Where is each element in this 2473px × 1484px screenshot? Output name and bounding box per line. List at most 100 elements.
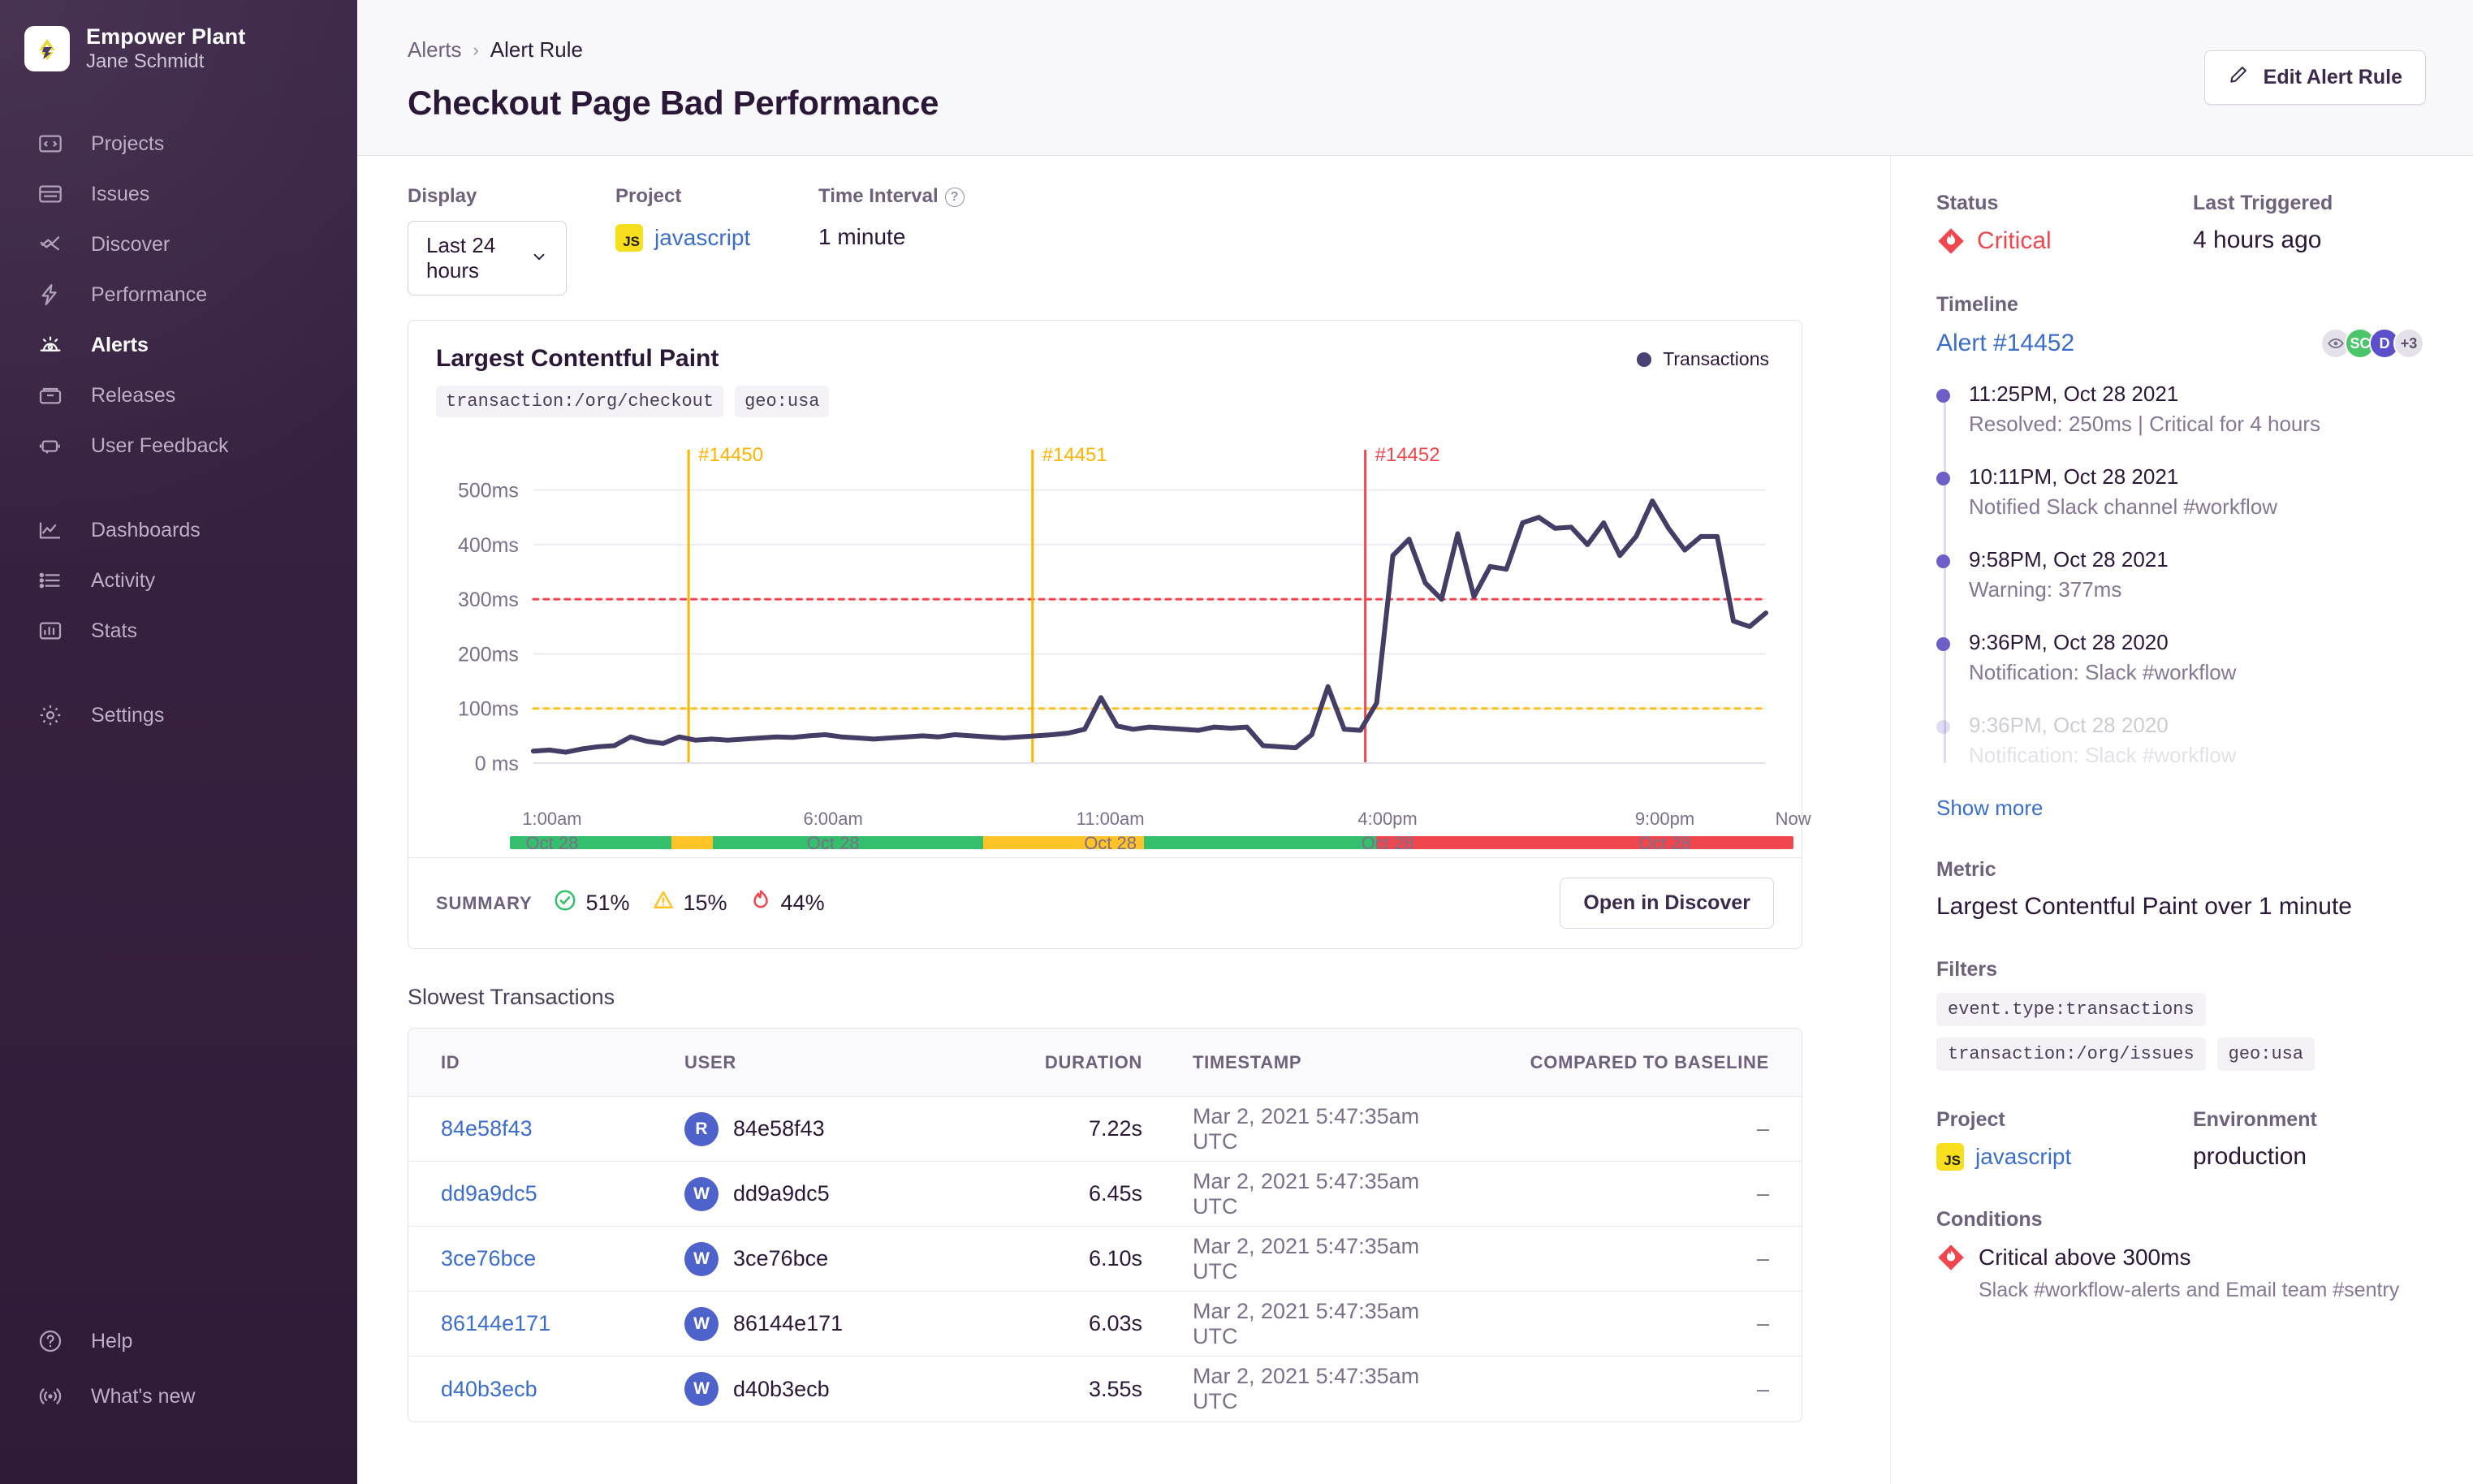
- filters-chips: event.type:transactions transaction:/org/…: [1936, 993, 2424, 1071]
- breadcrumb-current: Alert Rule: [490, 37, 583, 62]
- timeline-timestamp: 11:25PM, Oct 28 2021: [1969, 382, 2179, 406]
- cell-id[interactable]: 84e58f43: [441, 1116, 533, 1141]
- chart-panel: Largest Contentful Paint Transactions tr…: [408, 320, 1811, 949]
- nav-group-settings: Settings: [0, 690, 357, 740]
- aside-project-link[interactable]: javascript: [1975, 1144, 2072, 1169]
- avatar: W: [684, 1372, 719, 1406]
- sidebar-item-discover[interactable]: Discover: [0, 219, 357, 270]
- avatar-overflow[interactable]: +3: [2393, 328, 2424, 359]
- edit-alert-rule-button[interactable]: Edit Alert Rule: [2203, 50, 2426, 105]
- summary-critical: 44%: [749, 888, 825, 918]
- pencil-icon: [2228, 64, 2249, 91]
- metric-value: Largest Contentful Paint over 1 minute: [1936, 893, 2352, 920]
- settings-gear-icon: [37, 702, 80, 728]
- sidebar-label: Releases: [91, 383, 176, 407]
- display-label: Display: [408, 185, 477, 207]
- cell-user-name: d40b3ecb: [733, 1376, 830, 1401]
- cell-duration: 3.55s: [1088, 1376, 1142, 1401]
- x-axis-tick: 4:00pm Oct 28: [1357, 809, 1418, 853]
- seen-by-avatars[interactable]: SC D +3: [2320, 328, 2424, 359]
- chart-x-axis: 1:00am Oct 28 6:00am Oct 28 11:00am Oct 28 4:0…: [408, 786, 1811, 853]
- sidebar-item-issues[interactable]: Issues: [0, 169, 357, 219]
- sidebar-item-dashboards[interactable]: Dashboards: [0, 505, 357, 555]
- project-value-row[interactable]: JS javascript: [615, 224, 775, 252]
- sidebar-item-stats[interactable]: Stats: [0, 606, 357, 656]
- cell-duration: 6.03s: [1088, 1311, 1142, 1335]
- controls-row: Display Last 24 hours Project JS javas: [408, 185, 1890, 296]
- javascript-platform-icon: JS: [615, 224, 643, 252]
- javascript-platform-icon: JS: [1936, 1143, 1964, 1171]
- condition-row: Critical above 300ms: [1936, 1243, 2424, 1272]
- avatar: W: [684, 1306, 719, 1341]
- aside-project-value[interactable]: JS javascript: [1936, 1143, 2193, 1171]
- timeline-description: Notified Slack channel #workflow: [1969, 494, 2278, 519]
- sidebar-item-releases[interactable]: Releases: [0, 370, 357, 421]
- cell-duration: 7.22s: [1088, 1116, 1142, 1141]
- avatar: W: [684, 1241, 719, 1276]
- timeline-header: Alert #14452 SC D +3: [1936, 328, 2424, 359]
- cell-user: W 86144e171: [684, 1306, 985, 1341]
- alerts-icon: [37, 332, 80, 358]
- open-in-discover-button[interactable]: Open in Discover: [1560, 878, 1774, 929]
- environment-value: production: [2193, 1143, 2307, 1170]
- table-row[interactable]: 86144e171 W 86144e171 6.03s Mar 2, 2021 5:47…: [408, 1292, 1802, 1357]
- display-select-value: Last 24 hours: [426, 233, 496, 283]
- sidebar-item-projects[interactable]: Projects: [0, 119, 357, 169]
- timeline-item: 9:36PM, Oct 28 2020 Notification: Slack #…: [1936, 713, 2424, 768]
- x-axis-tick: 11:00am Oct 28: [1076, 809, 1145, 853]
- cell-baseline: –: [1756, 1376, 1769, 1401]
- breadcrumb-alerts[interactable]: Alerts: [408, 37, 462, 62]
- status-bar-segment-warning: [983, 836, 1144, 849]
- y-axis-tick: 300ms: [458, 589, 519, 611]
- incident-status-bar: [509, 836, 1793, 849]
- x-axis-tick: Now: [1775, 809, 1811, 829]
- display-select[interactable]: Last 24 hours: [408, 221, 567, 296]
- sidebar-item-help[interactable]: Help: [0, 1314, 357, 1369]
- legend-label: Transactions: [1663, 348, 1769, 369]
- condition-sub: Slack #workflow-alerts and Email team #s…: [1979, 1279, 2400, 1301]
- time-interval-control: Time Interval? 1 minute: [818, 185, 965, 250]
- sidebar-label: Projects: [91, 132, 165, 155]
- cell-user-name: 86144e171: [733, 1311, 844, 1335]
- org-header[interactable]: Empower Plant Jane Schmidt: [0, 24, 357, 73]
- project-name-link[interactable]: javascript: [654, 225, 751, 250]
- metric-block: Metric Largest Contentful Paint over 1 m…: [1936, 858, 2424, 921]
- projects-icon: [37, 131, 80, 157]
- page-title: Checkout Page Bad Performance: [408, 84, 939, 122]
- summary-warning-value: 15%: [683, 891, 727, 915]
- table-row[interactable]: 3ce76bce W 3ce76bce 6.10s Mar 2, 2021 5:47:3…: [408, 1227, 1802, 1292]
- sidebar-item-settings[interactable]: Settings: [0, 690, 357, 740]
- chart-plot-area: 0 ms 100ms 200ms 300ms 400ms 500ms #14450 #1445…: [408, 440, 1802, 781]
- sidebar-item-performance[interactable]: Performance: [0, 270, 357, 320]
- sidebar-item-alerts[interactable]: Alerts: [0, 320, 357, 370]
- sidebar-item-activity[interactable]: Activity: [0, 555, 357, 606]
- conditions-label: Conditions: [1936, 1208, 2043, 1231]
- cell-id[interactable]: dd9a9dc5: [441, 1181, 537, 1206]
- y-axis-tick: 500ms: [458, 480, 519, 503]
- status-bar-segment-critical: [1375, 836, 1793, 849]
- cell-id[interactable]: 86144e171: [441, 1311, 551, 1335]
- avatar-d: D: [2369, 328, 2400, 359]
- column-header-id: ID: [441, 1051, 460, 1072]
- display-control: Display Last 24 hours: [408, 185, 567, 296]
- timeline-description: Warning: 377ms: [1969, 577, 2122, 602]
- timeline-item: 9:58PM, Oct 28 2021 Warning: 377ms: [1936, 547, 2424, 602]
- alert-id-link[interactable]: Alert #14452: [1936, 330, 2075, 356]
- table-body: 84e58f43 R 84e58f43 7.22s Mar 2, 2021 5:47:3…: [408, 1097, 1802, 1421]
- table-row[interactable]: 84e58f43 R 84e58f43 7.22s Mar 2, 2021 5:47:3…: [408, 1097, 1802, 1162]
- main-region: Alerts › Alert Rule Checkout Page Bad Pe…: [357, 0, 2473, 1484]
- sidebar-item-user-feedback[interactable]: User Feedback: [0, 421, 357, 471]
- timeline-label: Timeline: [1936, 293, 2018, 316]
- cell-timestamp: Mar 2, 2021 5:47:35am UTC: [1193, 1168, 1420, 1219]
- cell-id[interactable]: d40b3ecb: [441, 1376, 537, 1401]
- cell-id[interactable]: 3ce76bce: [441, 1246, 537, 1270]
- sidebar-item-whats-new[interactable]: What's new: [0, 1369, 357, 1424]
- help-question-icon[interactable]: ?: [944, 187, 965, 207]
- show-more-button[interactable]: Show more: [1936, 796, 2044, 821]
- body-wrap: Display Last 24 hours Project JS javas: [357, 156, 2473, 1484]
- column-header-timestamp: TIMESTAMP: [1193, 1051, 1302, 1072]
- edit-alert-rule-label: Edit Alert Rule: [2263, 66, 2402, 88]
